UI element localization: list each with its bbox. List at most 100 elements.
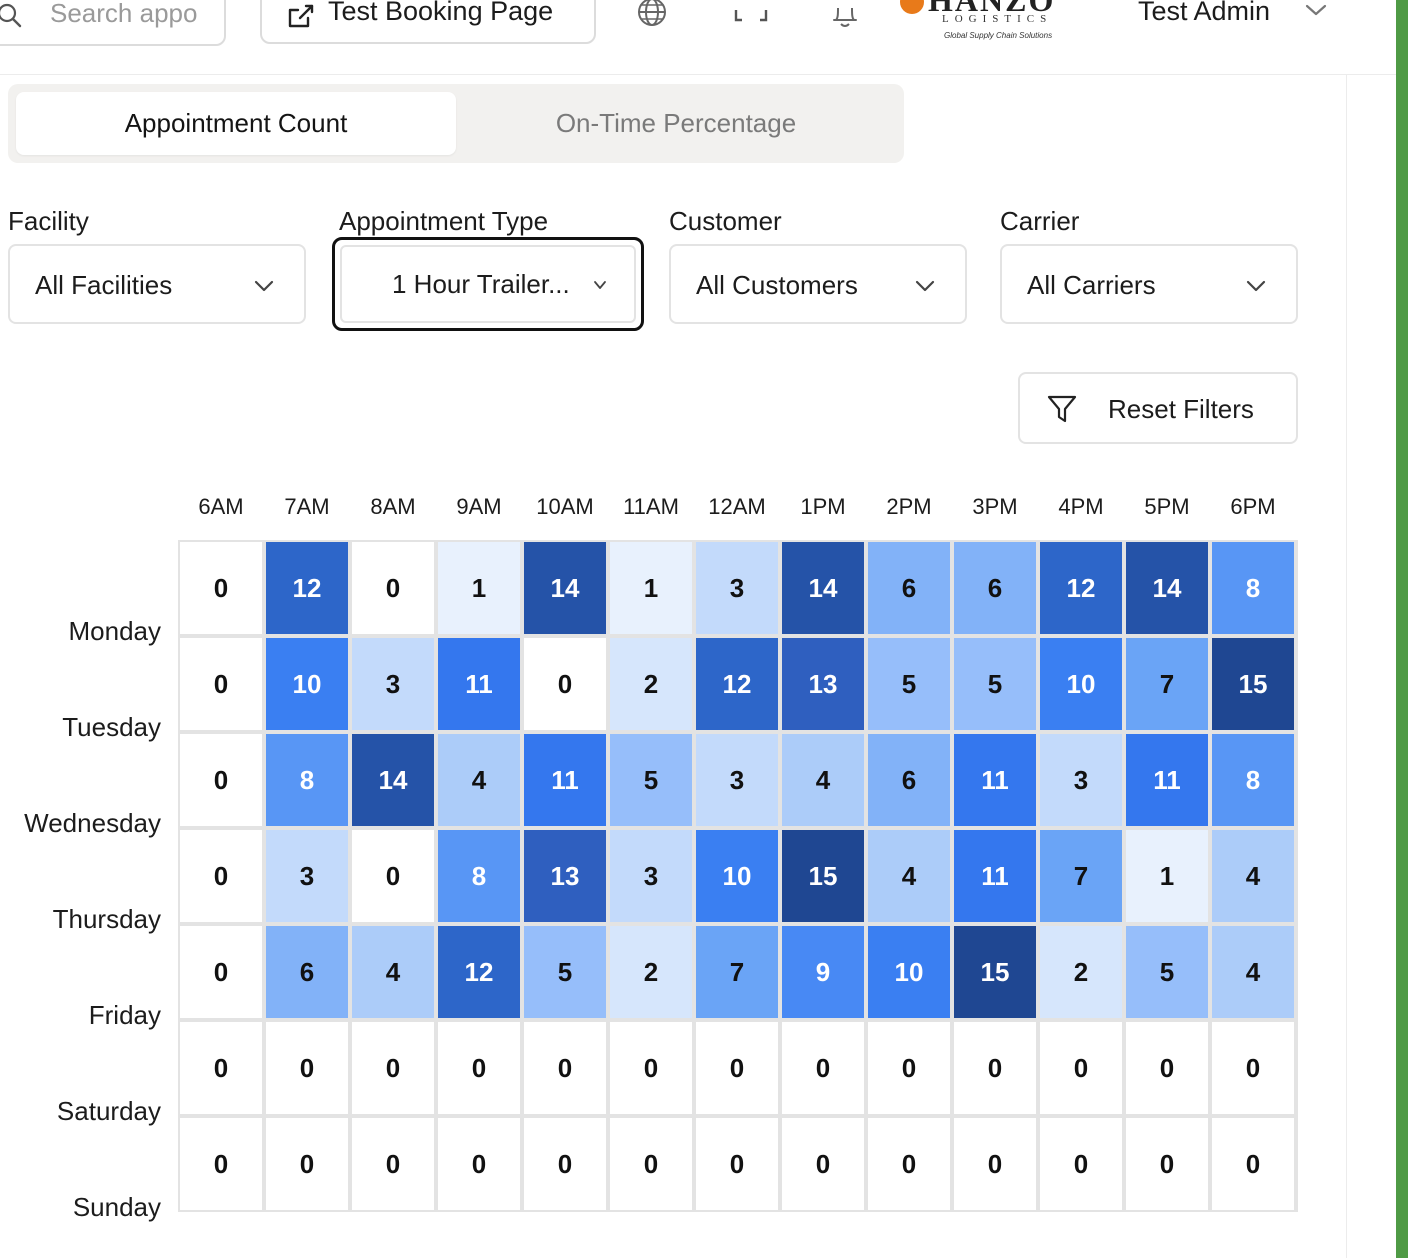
- heatmap-cell[interactable]: 0: [954, 1118, 1036, 1210]
- heatmap-cell[interactable]: 8: [266, 734, 348, 826]
- heatmap-cell[interactable]: 10: [266, 638, 348, 730]
- heatmap-cell[interactable]: 11: [954, 734, 1036, 826]
- heatmap-cell[interactable]: 0: [1040, 1118, 1122, 1210]
- heatmap-cell[interactable]: 14: [1126, 542, 1208, 634]
- heatmap-cell[interactable]: 5: [610, 734, 692, 826]
- heatmap-cell[interactable]: 0: [438, 1022, 520, 1114]
- test-booking-page-button[interactable]: Test Booking Page: [260, 0, 596, 44]
- heatmap-cell[interactable]: 5: [1126, 926, 1208, 1018]
- heatmap-cell[interactable]: 0: [180, 926, 262, 1018]
- heatmap-cell[interactable]: 8: [1212, 734, 1294, 826]
- heatmap-cell[interactable]: 0: [352, 1118, 434, 1210]
- heatmap-cell[interactable]: 15: [954, 926, 1036, 1018]
- heatmap-cell[interactable]: 0: [1126, 1022, 1208, 1114]
- heatmap-cell[interactable]: 11: [1126, 734, 1208, 826]
- heatmap-cell[interactable]: 4: [1212, 926, 1294, 1018]
- heatmap-cell[interactable]: 0: [180, 542, 262, 634]
- tab-on-time-percentage[interactable]: On-Time Percentage: [555, 108, 797, 138]
- heatmap-cell[interactable]: 3: [696, 542, 778, 634]
- heatmap-cell[interactable]: 0: [782, 1022, 864, 1114]
- heatmap-cell[interactable]: 13: [524, 830, 606, 922]
- heatmap-cell[interactable]: 14: [782, 542, 864, 634]
- search-input[interactable]: Search appo: [0, 0, 226, 46]
- heatmap-cell[interactable]: 1: [610, 542, 692, 634]
- heatmap-cell[interactable]: 3: [266, 830, 348, 922]
- heatmap-cell[interactable]: 4: [782, 734, 864, 826]
- heatmap-cell[interactable]: 0: [266, 1118, 348, 1210]
- heatmap-cell[interactable]: 0: [352, 830, 434, 922]
- heatmap-cell[interactable]: 8: [1212, 542, 1294, 634]
- heatmap-cell[interactable]: 7: [696, 926, 778, 1018]
- heatmap-cell[interactable]: 0: [524, 638, 606, 730]
- heatmap-cell[interactable]: 0: [524, 1022, 606, 1114]
- heatmap-cell[interactable]: 12: [1040, 542, 1122, 634]
- heatmap-cell[interactable]: 10: [1040, 638, 1122, 730]
- heatmap-cell[interactable]: 3: [1040, 734, 1122, 826]
- reset-filters-button[interactable]: Reset Filters: [1018, 372, 1298, 444]
- globe-icon[interactable]: [636, 0, 670, 30]
- heatmap-cell[interactable]: 2: [610, 638, 692, 730]
- heatmap-cell[interactable]: 11: [524, 734, 606, 826]
- heatmap-cell[interactable]: 0: [266, 1022, 348, 1114]
- heatmap-cell[interactable]: 0: [180, 830, 262, 922]
- heatmap-cell[interactable]: 0: [868, 1118, 950, 1210]
- heatmap-cell[interactable]: 13: [782, 638, 864, 730]
- heatmap-cell[interactable]: 0: [954, 1022, 1036, 1114]
- heatmap-cell[interactable]: 6: [954, 542, 1036, 634]
- heatmap-cell[interactable]: 4: [352, 926, 434, 1018]
- heatmap-cell[interactable]: 9: [782, 926, 864, 1018]
- heatmap-cell[interactable]: 4: [438, 734, 520, 826]
- heatmap-cell[interactable]: 0: [1126, 1118, 1208, 1210]
- heatmap-cell[interactable]: 14: [524, 542, 606, 634]
- heatmap-cell[interactable]: 0: [180, 638, 262, 730]
- heatmap-cell[interactable]: 0: [438, 1118, 520, 1210]
- heatmap-cell[interactable]: 5: [868, 638, 950, 730]
- heatmap-cell[interactable]: 0: [610, 1022, 692, 1114]
- heatmap-cell[interactable]: 1: [438, 542, 520, 634]
- heatmap-cell[interactable]: 3: [696, 734, 778, 826]
- heatmap-cell[interactable]: 15: [1212, 638, 1294, 730]
- heatmap-cell[interactable]: 14: [352, 734, 434, 826]
- heatmap-cell[interactable]: 6: [266, 926, 348, 1018]
- heatmap-cell[interactable]: 0: [696, 1118, 778, 1210]
- heatmap-cell[interactable]: 3: [352, 638, 434, 730]
- heatmap-cell[interactable]: 0: [180, 1118, 262, 1210]
- heatmap-cell[interactable]: 8: [438, 830, 520, 922]
- customer-select[interactable]: All Customers: [669, 244, 967, 324]
- facility-select[interactable]: All Facilities: [8, 244, 306, 324]
- heatmap-cell[interactable]: 4: [868, 830, 950, 922]
- heatmap-cell[interactable]: 15: [782, 830, 864, 922]
- heatmap-cell[interactable]: 1: [1126, 830, 1208, 922]
- heatmap-cell[interactable]: 5: [524, 926, 606, 1018]
- heatmap-cell[interactable]: 10: [696, 830, 778, 922]
- chevron-down-icon[interactable]: [1304, 2, 1328, 18]
- bell-icon[interactable]: [828, 0, 862, 30]
- heatmap-cell[interactable]: 3: [610, 830, 692, 922]
- heatmap-cell[interactable]: 0: [524, 1118, 606, 1210]
- heatmap-cell[interactable]: 6: [868, 734, 950, 826]
- heatmap-cell[interactable]: 0: [696, 1022, 778, 1114]
- heatmap-cell[interactable]: 12: [696, 638, 778, 730]
- heatmap-cell[interactable]: 0: [610, 1118, 692, 1210]
- heatmap-cell[interactable]: 4: [1212, 830, 1294, 922]
- heatmap-cell[interactable]: 12: [266, 542, 348, 634]
- appointment-type-select[interactable]: 1 Hour Trailer...: [332, 237, 644, 331]
- user-menu-name[interactable]: Test Admin: [1138, 0, 1271, 26]
- heatmap-cell[interactable]: 11: [438, 638, 520, 730]
- heatmap-cell[interactable]: 7: [1126, 638, 1208, 730]
- heatmap-cell[interactable]: 0: [782, 1118, 864, 1210]
- heatmap-cell[interactable]: 11: [954, 830, 1036, 922]
- carrier-select[interactable]: All Carriers: [1000, 244, 1298, 324]
- heatmap-cell[interactable]: 0: [868, 1022, 950, 1114]
- heatmap-cell[interactable]: 0: [1212, 1022, 1294, 1114]
- heatmap-cell[interactable]: 5: [954, 638, 1036, 730]
- heatmap-cell[interactable]: 12: [438, 926, 520, 1018]
- tab-appointment-count[interactable]: Appointment Count: [16, 92, 456, 155]
- heatmap-cell[interactable]: 7: [1040, 830, 1122, 922]
- heatmap-cell[interactable]: 10: [868, 926, 950, 1018]
- fullscreen-icon[interactable]: [734, 0, 768, 30]
- heatmap-cell[interactable]: 6: [868, 542, 950, 634]
- heatmap-cell[interactable]: 0: [180, 1022, 262, 1114]
- heatmap-cell[interactable]: 0: [352, 1022, 434, 1114]
- heatmap-cell[interactable]: 0: [352, 542, 434, 634]
